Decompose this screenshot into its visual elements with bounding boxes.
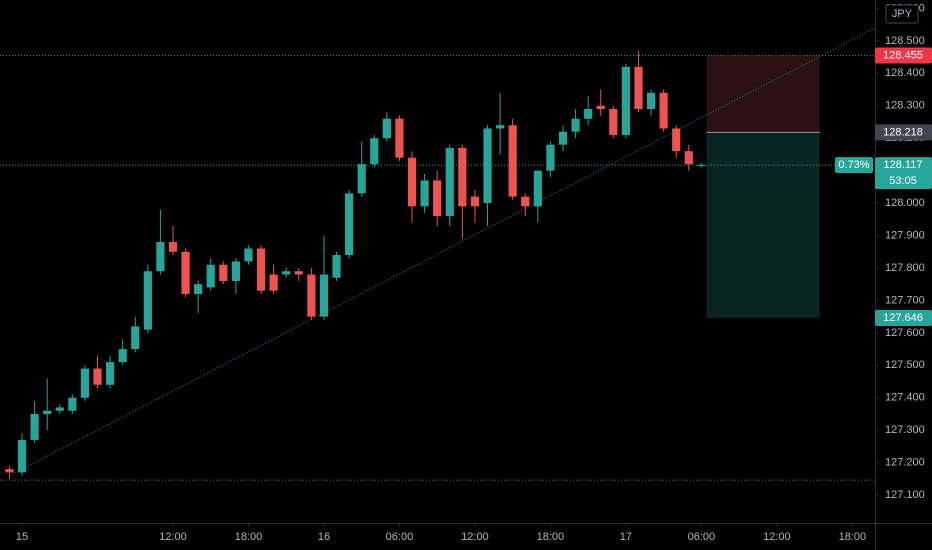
candle-body: [206, 264, 215, 288]
candle-body: [231, 261, 240, 281]
candle-body: [395, 118, 404, 158]
candle-body: [483, 128, 492, 204]
y-tick-label: 127.700: [885, 294, 925, 306]
countdown: 53:05: [889, 175, 917, 187]
candle-body: [307, 274, 316, 317]
candle-body: [219, 264, 228, 281]
change-label: 0.73%: [838, 159, 869, 171]
price-label: 128.218: [883, 126, 923, 138]
candle-body: [407, 157, 417, 207]
candle-body: [533, 170, 542, 207]
candle-body: [282, 271, 291, 275]
candle-body: [621, 66, 630, 135]
candle-body: [546, 144, 555, 171]
x-tick-label: 15: [16, 531, 28, 543]
price-label: 128.455: [883, 49, 923, 61]
candle-body: [269, 274, 278, 291]
candle-body: [382, 118, 391, 139]
x-tick-label: 12:00: [159, 531, 187, 543]
candle-body: [143, 271, 152, 330]
x-tick-label: 18:00: [537, 531, 565, 543]
y-tick-label: 128.000: [885, 197, 925, 209]
y-tick-label: 128.500: [885, 35, 925, 47]
position-risk: [706, 55, 820, 133]
candle-body: [168, 242, 178, 252]
candle-body: [68, 397, 77, 411]
candle-body: [43, 410, 52, 414]
candle-body: [256, 248, 266, 291]
price-label-box: [875, 309, 932, 326]
y-tick-label: 127.200: [885, 457, 925, 469]
candle-body: [357, 164, 366, 194]
candle-body: [470, 196, 480, 207]
x-tick-label: 12:00: [461, 531, 489, 543]
candle-body: [521, 196, 530, 207]
candle-body: [646, 92, 656, 110]
currency: JPY: [892, 8, 913, 20]
candle-body: [420, 180, 429, 207]
candle-body: [181, 251, 190, 294]
candle-body: [609, 109, 618, 135]
candle-body: [558, 131, 568, 145]
y-tick-label: 127.300: [885, 424, 925, 436]
candle-body: [584, 109, 593, 119]
y-tick-label: 127.600: [885, 327, 925, 339]
candle-body: [17, 439, 27, 473]
candle-body: [118, 349, 127, 363]
candle-body: [294, 271, 303, 275]
candle-body: [458, 147, 467, 207]
candle-body: [319, 274, 329, 317]
candle-body: [496, 125, 505, 129]
candle-body: [131, 326, 140, 350]
y-tick-label: 127.800: [885, 262, 925, 274]
x-tick-label: 16: [318, 531, 330, 543]
candle-body: [571, 118, 580, 132]
candle-body: [433, 180, 442, 217]
x-tick-label: 06:00: [688, 531, 716, 543]
price-label: 127.646: [883, 312, 923, 324]
candle-body: [697, 165, 706, 167]
currency-box: [885, 4, 919, 24]
candle-body: [596, 105, 605, 110]
price-label: 128.117: [884, 159, 923, 171]
candle-body: [672, 128, 681, 152]
candle-body: [156, 242, 165, 272]
y-tick-label: 127.100: [885, 489, 925, 501]
candle-body: [684, 151, 693, 165]
price-label-box: [875, 157, 932, 190]
candle-body: [445, 147, 454, 217]
price-label-box: [875, 124, 932, 141]
x-tick-label: 18:00: [839, 531, 867, 543]
candle-body: [634, 66, 643, 110]
candle-body: [5, 469, 14, 473]
y-tick-label: 127.500: [885, 359, 925, 371]
candle-body: [80, 368, 90, 398]
change-box: [835, 157, 873, 174]
x-tick-label: 06:00: [386, 531, 414, 543]
candle-body: [30, 413, 39, 440]
candle-body: [659, 92, 668, 129]
candle-body: [370, 138, 379, 165]
candle-body: [332, 255, 341, 278]
price-label-box: [875, 47, 932, 64]
candle-body: [194, 284, 203, 294]
candle-body: [93, 368, 102, 385]
x-tick-label: 12:00: [763, 531, 791, 543]
y-tick-label: 127.400: [885, 392, 925, 404]
candle-body: [345, 193, 354, 256]
x-tick-label: 17: [620, 531, 632, 543]
candle-body: [244, 248, 253, 262]
position-reward: [706, 132, 820, 318]
y-tick-label: 128.400: [885, 67, 925, 79]
y-tick-label: 128.300: [885, 100, 925, 112]
x-tick-label: 18:00: [235, 531, 263, 543]
candle-body: [55, 407, 64, 411]
candle-body: [508, 125, 517, 197]
y-tick-label: 127.900: [885, 229, 925, 241]
trend-line: [9, 27, 876, 477]
candle-body: [105, 362, 115, 385]
